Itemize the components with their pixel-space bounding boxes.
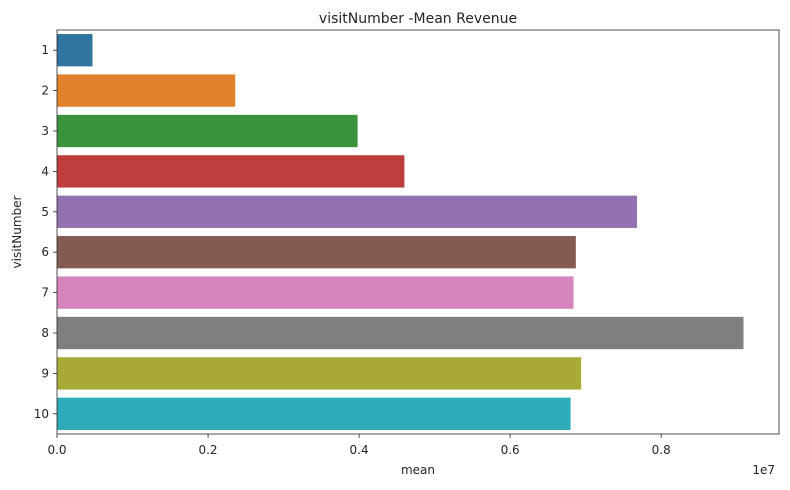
chart-title: visitNumber -Mean Revenue	[319, 11, 517, 27]
x-axis-scale-label: 1e7	[752, 463, 775, 477]
y-tick-label: 6	[41, 245, 49, 259]
y-tick-label: 1	[41, 43, 49, 57]
bar-9	[57, 357, 582, 390]
bar-7	[57, 276, 574, 309]
y-tick-label: 10	[34, 407, 49, 421]
y-tick-label: 8	[41, 326, 49, 340]
bar-1	[57, 34, 93, 67]
bar-6	[57, 236, 576, 269]
x-tick-label: 0.4	[350, 443, 369, 457]
bar-2	[57, 74, 236, 107]
x-tick-label: 0.8	[652, 443, 671, 457]
bar-5	[57, 195, 638, 228]
y-axis-label: visitNumber	[10, 195, 24, 268]
y-tick-label: 5	[41, 205, 49, 219]
y-tick-label: 4	[41, 164, 49, 178]
bars-group	[57, 34, 744, 430]
x-tick-label: 0.6	[501, 443, 520, 457]
x-axis-ticks: 0.0 0.2 0.4 0.6 0.8	[47, 434, 671, 457]
x-axis-label: mean	[401, 463, 435, 477]
y-tick-label: 9	[41, 366, 49, 380]
x-tick-label: 0.2	[198, 443, 217, 457]
bar-3	[57, 114, 358, 148]
bar-4	[57, 155, 405, 188]
y-tick-label: 7	[41, 286, 49, 300]
y-tick-label: 2	[41, 84, 49, 98]
y-axis-ticks: 1 2 3 4 5 6 7 8 9 10	[34, 43, 57, 421]
x-tick-label: 0.0	[47, 443, 66, 457]
bar-10	[57, 397, 571, 430]
plot-frame	[56, 29, 780, 435]
bar-8	[57, 316, 744, 350]
y-tick-label: 3	[41, 124, 49, 138]
